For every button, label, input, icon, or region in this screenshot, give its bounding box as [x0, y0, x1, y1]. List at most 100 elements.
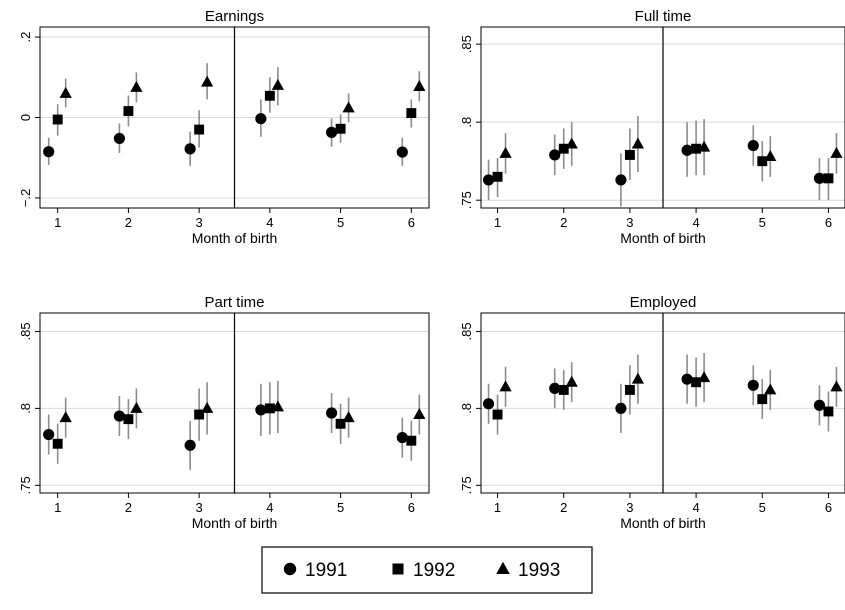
x-tick-label: 5 [337, 500, 344, 515]
data-point-circle [326, 407, 338, 419]
y-tick-label: .75 [459, 191, 474, 209]
y-tick-label: .85 [459, 322, 474, 340]
y-tick-label: .75 [459, 476, 474, 494]
data-point-circle [113, 132, 125, 144]
x-tick-label: 5 [337, 215, 344, 230]
data-points [482, 353, 843, 435]
data-point-circle [813, 172, 826, 184]
data-point-triangle [565, 375, 578, 387]
data-point-triangle [697, 140, 711, 152]
data-point-square [123, 414, 134, 425]
data-point-square [558, 143, 569, 154]
x-tick-label: 3 [626, 500, 633, 515]
data-point-triangle [565, 137, 578, 149]
data-point-triangle [830, 380, 843, 392]
x-axis-label: Month of birth [620, 515, 706, 531]
data-point-triangle [764, 150, 777, 162]
x-tick-label: 6 [825, 215, 832, 230]
legend-box [261, 546, 593, 594]
x-tick-label: 4 [692, 215, 699, 230]
x-tick-label: 1 [54, 215, 61, 230]
data-point-triangle [271, 78, 284, 90]
data-point-circle [255, 404, 267, 416]
x-tick-label: 5 [759, 500, 766, 515]
data-point-square [823, 173, 834, 184]
series-1992 [492, 120, 834, 201]
x-axis-label: Month of birth [192, 515, 278, 531]
data-point-triangle [413, 80, 426, 92]
x-tick-label: 2 [125, 500, 132, 515]
data-point-circle [615, 402, 627, 414]
data-point-circle [549, 382, 561, 394]
data-point-circle [184, 439, 196, 451]
x-tick-label: 4 [266, 500, 273, 515]
data-point-square [335, 123, 346, 134]
panel-title: Full time [635, 8, 692, 25]
data-point-triangle [201, 75, 214, 87]
x-tick-label: 4 [692, 500, 699, 515]
x-axis-label: Month of birth [620, 230, 706, 246]
x-axis-label: Month of birth [192, 230, 278, 246]
y-tick-label: .2 [18, 32, 33, 43]
legend-label: 1991 [305, 560, 347, 581]
data-point-circle [813, 399, 826, 411]
series-1991 [482, 122, 826, 207]
x-tick-label: 2 [560, 500, 567, 515]
data-point-triangle [59, 411, 72, 423]
data-point-square [264, 403, 275, 414]
data-point-square [194, 124, 205, 135]
data-point-triangle [499, 380, 512, 392]
x-tick-label: 2 [125, 215, 132, 230]
data-point-square [691, 143, 702, 154]
data-point-circle [326, 126, 338, 138]
legend-marker-square [392, 563, 404, 575]
data-point-circle [396, 432, 408, 444]
data-point-triangle [342, 101, 355, 113]
x-tick-label: 6 [408, 500, 415, 515]
y-tick-label: .85 [459, 35, 474, 53]
data-point-square [757, 156, 768, 167]
data-point-triangle [342, 411, 355, 423]
data-point-circle [113, 410, 125, 422]
data-point-circle [482, 174, 495, 186]
data-point-circle [615, 174, 627, 186]
legend-label: 1992 [413, 560, 455, 581]
legend: 1991 1992 1993 [261, 546, 593, 594]
panel-part-time: Part time .75 .8 .85 1 2 3 4 5 6 Month of birth [18, 294, 430, 531]
data-point-square [194, 409, 205, 420]
data-point-square [823, 406, 834, 417]
data-point-square [264, 90, 275, 101]
data-points [482, 115, 843, 207]
data-point-triangle [413, 408, 426, 420]
x-tick-label: 5 [759, 215, 766, 230]
y-tick-label: .8 [459, 117, 474, 128]
series-1992 [52, 382, 417, 464]
x-tick-label: 3 [196, 500, 203, 515]
series-1993 [499, 115, 843, 177]
legend-entry-1992: 1992 [392, 560, 455, 581]
data-point-circle [43, 428, 55, 441]
data-point-circle [681, 373, 693, 385]
data-point-square [624, 384, 635, 395]
data-point-circle [396, 146, 408, 158]
data-point-circle [43, 146, 55, 158]
data-point-triangle [830, 146, 843, 158]
data-point-square [52, 438, 63, 449]
panel-employed: Employed .75 .8 .85 1 2 3 4 5 6 Month of birth [459, 294, 845, 531]
data-point-triangle [499, 146, 512, 158]
series-1992 [492, 357, 834, 435]
x-tick-label: 6 [825, 500, 832, 515]
data-points [43, 380, 426, 470]
data-point-circle [482, 398, 495, 410]
data-points [43, 63, 426, 166]
data-point-circle [184, 143, 196, 155]
panel-title: Part time [204, 294, 264, 311]
series-1992 [52, 77, 417, 148]
data-point-circle [255, 113, 267, 125]
data-point-square [691, 377, 702, 388]
series-1991 [43, 383, 408, 470]
data-point-square [492, 171, 503, 182]
legend-marker-triangle [496, 561, 510, 574]
data-point-triangle [697, 371, 711, 383]
